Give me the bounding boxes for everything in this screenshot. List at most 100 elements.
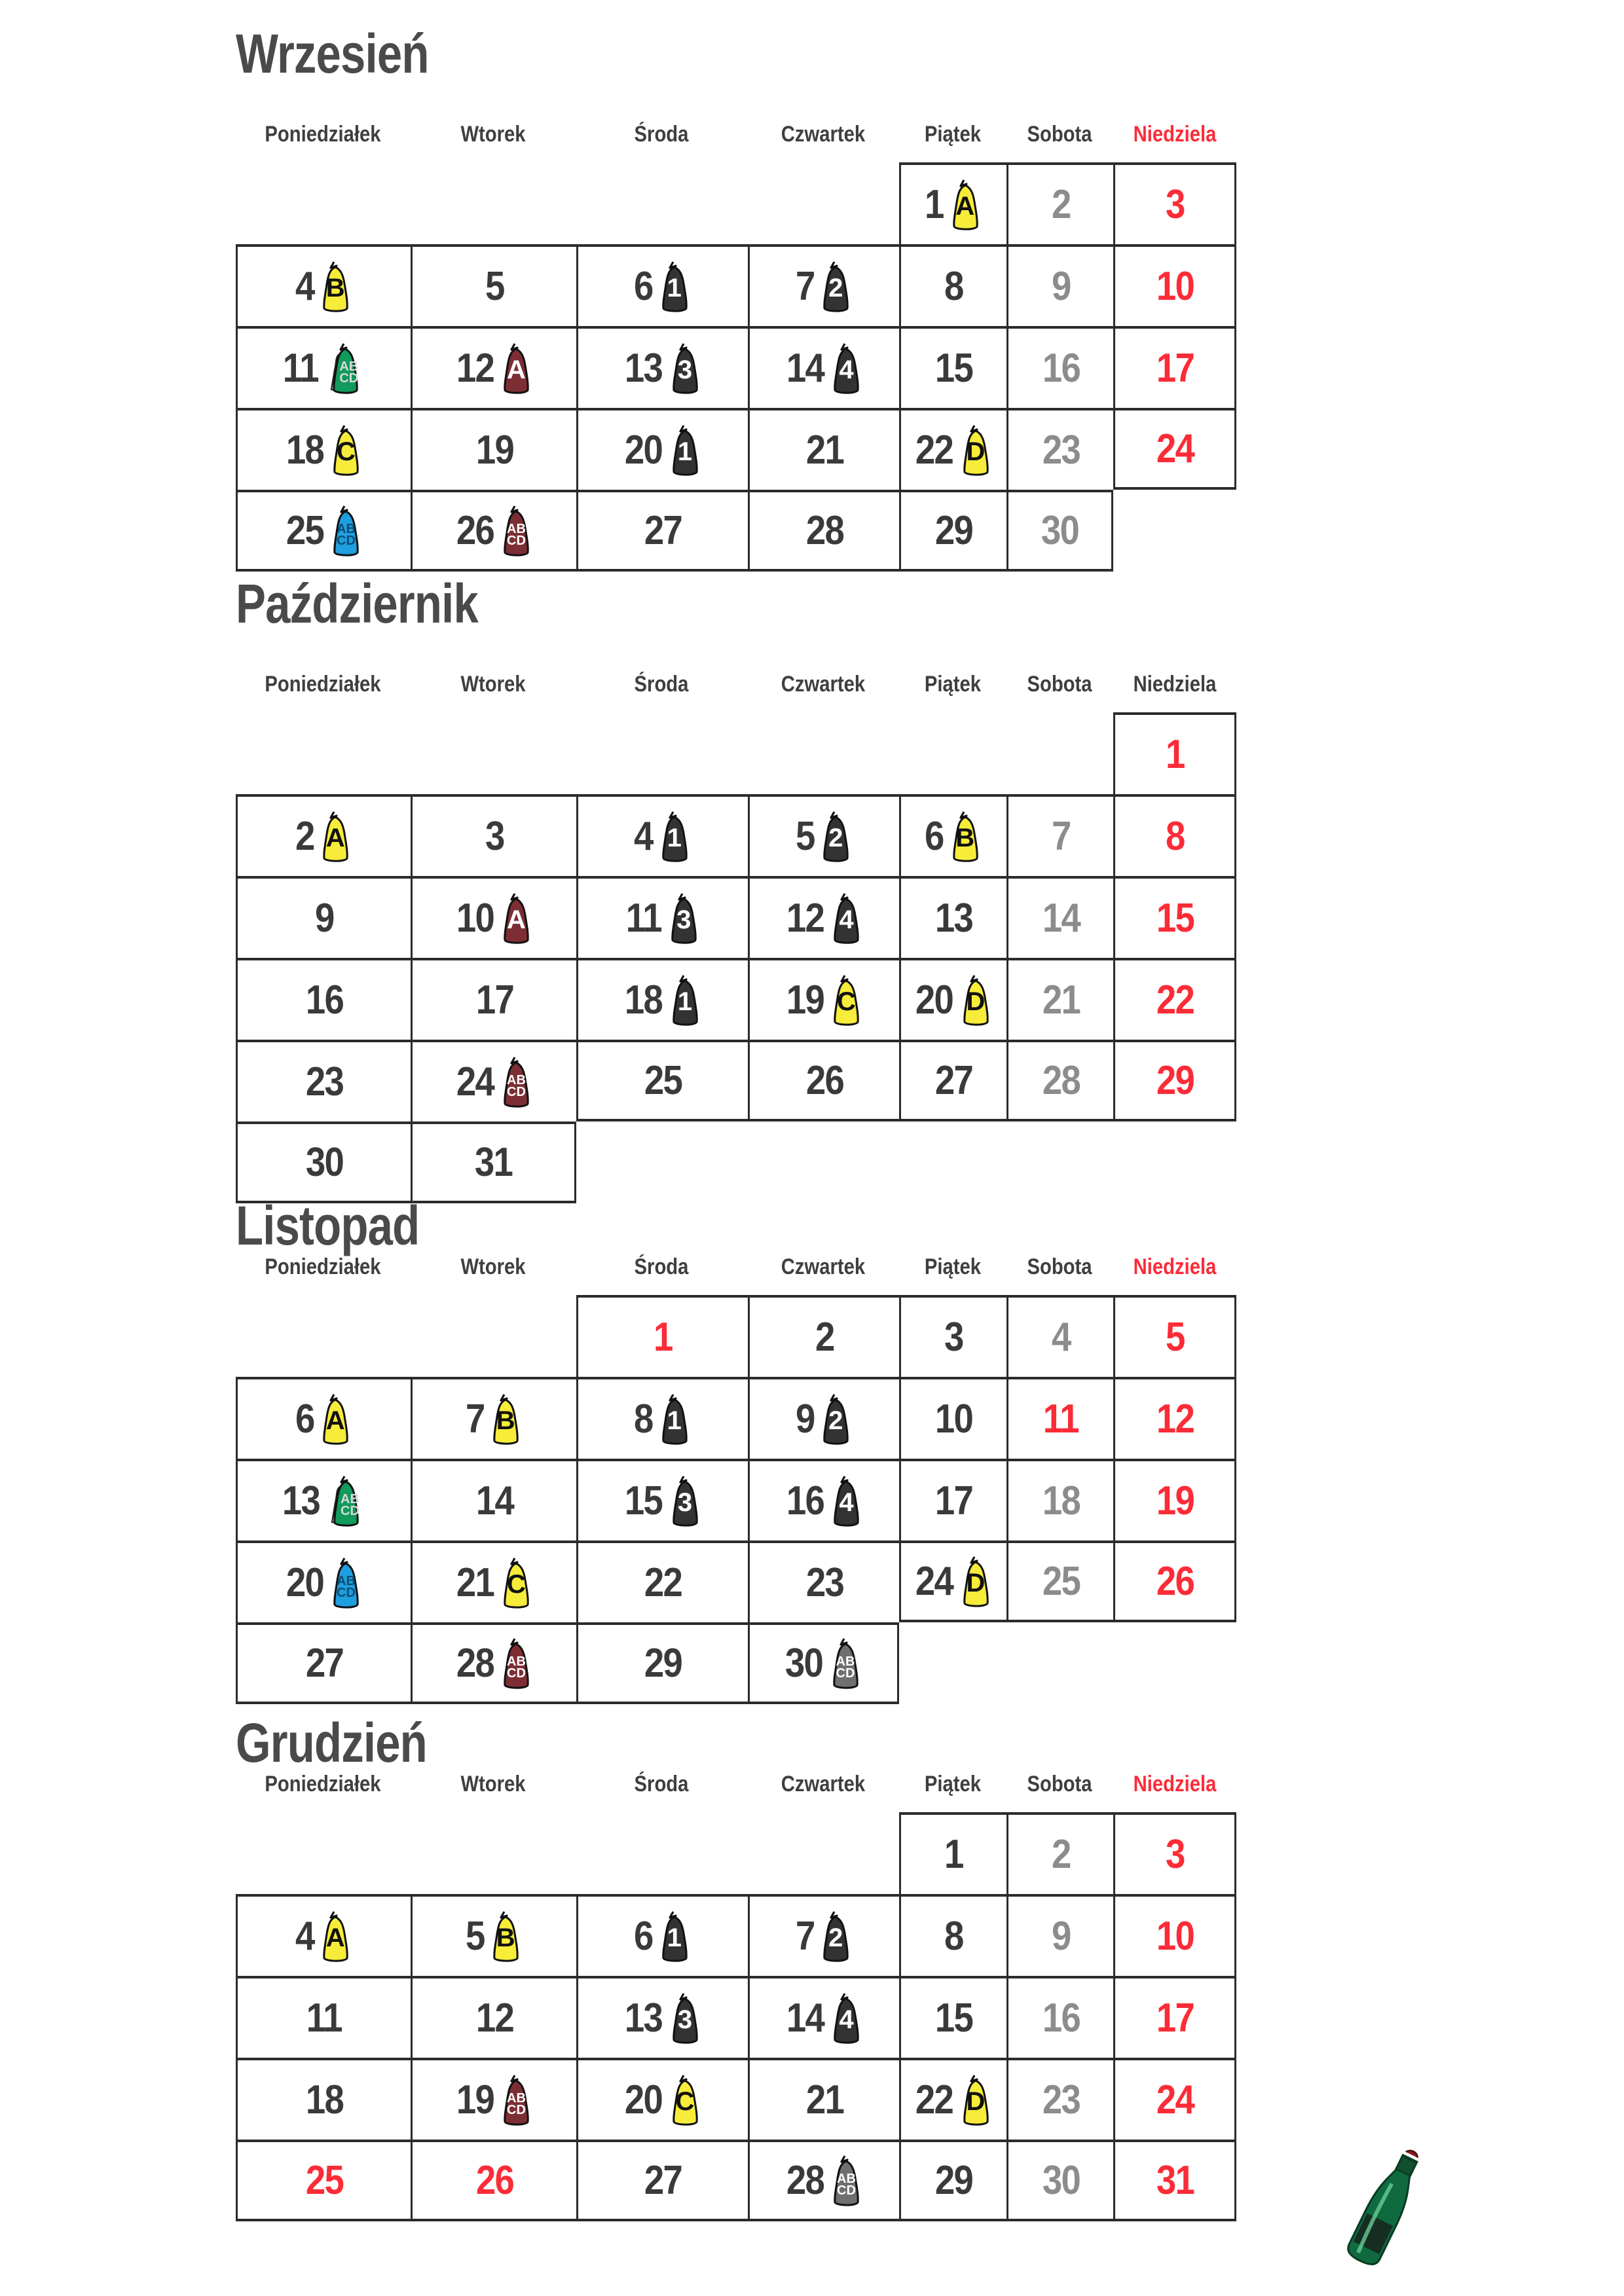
calendar-day-cell[interactable]: 1 A [899, 162, 1006, 244]
calendar-day-cell[interactable]: 18 [236, 2058, 411, 2140]
calendar-day-cell[interactable]: 22 D [899, 2058, 1006, 2140]
calendar-day-cell[interactable]: 10 A [411, 876, 576, 958]
calendar-day-cell[interactable]: 17 [411, 958, 576, 1040]
calendar-day-cell[interactable]: 12 A [411, 326, 576, 408]
calendar-day-cell[interactable]: 7 [1006, 794, 1113, 876]
calendar-day-cell[interactable]: 17 [1113, 326, 1236, 408]
calendar-day-cell[interactable]: 18 1 [576, 958, 748, 1040]
calendar-day-cell[interactable]: 28 AB CD [411, 1622, 576, 1704]
calendar-day-cell[interactable]: 15 3 [576, 1459, 748, 1540]
calendar-day-cell[interactable]: 6 A [236, 1377, 411, 1459]
calendar-day-cell[interactable]: 12 [1113, 1377, 1236, 1459]
calendar-day-cell[interactable]: 25 [576, 1040, 748, 1121]
calendar-day-cell[interactable]: 5 B [411, 1894, 576, 1976]
calendar-day-cell[interactable]: 8 [1113, 794, 1236, 876]
calendar-day-cell[interactable]: 1 [899, 1812, 1006, 1894]
calendar-day-cell[interactable]: 15 [899, 326, 1006, 408]
calendar-day-cell[interactable]: 30 [1006, 490, 1113, 572]
calendar-day-cell[interactable]: 24 [1113, 2058, 1236, 2140]
calendar-day-cell[interactable]: 22 [576, 1540, 748, 1622]
calendar-day-cell[interactable]: 7 2 [748, 244, 899, 326]
calendar-day-cell[interactable]: 4 B [236, 244, 411, 326]
calendar-day-cell[interactable]: 9 [1006, 1894, 1113, 1976]
calendar-day-cell[interactable]: 20 D [899, 958, 1006, 1040]
calendar-day-cell[interactable]: 22 [1113, 958, 1236, 1040]
calendar-day-cell[interactable]: 2 [748, 1295, 899, 1377]
calendar-day-cell[interactable]: 23 [1006, 408, 1113, 490]
calendar-day-cell[interactable]: 12 [411, 1976, 576, 2058]
calendar-day-cell[interactable]: 4 1 [576, 794, 748, 876]
calendar-day-cell[interactable]: 7 2 [748, 1894, 899, 1976]
calendar-day-cell[interactable]: 13 3 [576, 326, 748, 408]
calendar-day-cell[interactable]: 30 [236, 1121, 411, 1203]
calendar-day-cell[interactable]: 20 C [576, 2058, 748, 2140]
calendar-day-cell[interactable]: 16 [236, 958, 411, 1040]
calendar-day-cell[interactable]: 29 [899, 490, 1006, 572]
calendar-day-cell[interactable]: 21 C [411, 1540, 576, 1622]
calendar-day-cell[interactable]: 8 1 [576, 1377, 748, 1459]
calendar-day-cell[interactable]: 27 [899, 1040, 1006, 1121]
calendar-day-cell[interactable]: 14 4 [748, 1976, 899, 2058]
calendar-day-cell[interactable]: 5 [411, 244, 576, 326]
calendar-day-cell[interactable]: 8 [899, 244, 1006, 326]
calendar-day-cell[interactable]: 28 [748, 490, 899, 572]
calendar-day-cell[interactable]: 26 AB CD [411, 490, 576, 572]
calendar-day-cell[interactable]: 11 [1006, 1377, 1113, 1459]
calendar-day-cell[interactable]: 25 [236, 2140, 411, 2221]
calendar-day-cell[interactable]: 16 [1006, 1976, 1113, 2058]
calendar-day-cell[interactable]: 25 [1006, 1540, 1113, 1622]
calendar-day-cell[interactable]: 23 [236, 1040, 411, 1121]
calendar-day-cell[interactable]: 27 [576, 490, 748, 572]
calendar-day-cell[interactable]: 27 [576, 2140, 748, 2221]
calendar-day-cell[interactable]: 19 AB CD [411, 2058, 576, 2140]
calendar-day-cell[interactable]: 28 AB CD [748, 2140, 899, 2221]
calendar-day-cell[interactable]: 11 [236, 1976, 411, 2058]
calendar-day-cell[interactable]: 9 [1006, 244, 1113, 326]
calendar-day-cell[interactable]: 18 C [236, 408, 411, 490]
calendar-day-cell[interactable]: 13 3 [576, 1976, 748, 2058]
calendar-day-cell[interactable]: 12 4 [748, 876, 899, 958]
calendar-day-cell[interactable]: 26 [748, 1040, 899, 1121]
calendar-day-cell[interactable]: 29 [899, 2140, 1006, 2221]
calendar-day-cell[interactable]: 10 [899, 1377, 1006, 1459]
calendar-day-cell[interactable]: 11 AB CD [236, 326, 411, 408]
calendar-day-cell[interactable]: 2 [1006, 1812, 1113, 1894]
calendar-day-cell[interactable]: 30 [1006, 2140, 1113, 2221]
calendar-day-cell[interactable]: 21 [748, 408, 899, 490]
calendar-day-cell[interactable]: 13 [899, 876, 1006, 958]
calendar-day-cell[interactable]: 24 AB CD [411, 1040, 576, 1121]
calendar-day-cell[interactable]: 23 [1006, 2058, 1113, 2140]
calendar-day-cell[interactable]: 26 [411, 2140, 576, 2221]
calendar-day-cell[interactable]: 31 [411, 1121, 576, 1203]
calendar-day-cell[interactable]: 20 AB CD [236, 1540, 411, 1622]
calendar-day-cell[interactable]: 21 [748, 2058, 899, 2140]
calendar-day-cell[interactable]: 27 [236, 1622, 411, 1704]
calendar-day-cell[interactable]: 23 [748, 1540, 899, 1622]
calendar-day-cell[interactable]: 24 [1113, 408, 1236, 490]
calendar-day-cell[interactable]: 19 C [748, 958, 899, 1040]
calendar-day-cell[interactable]: 10 [1113, 244, 1236, 326]
calendar-day-cell[interactable]: 3 [1113, 1812, 1236, 1894]
calendar-day-cell[interactable]: 4 [1006, 1295, 1113, 1377]
calendar-day-cell[interactable]: 19 [1113, 1459, 1236, 1540]
calendar-day-cell[interactable]: 1 [1113, 712, 1236, 794]
calendar-day-cell[interactable]: 14 [411, 1459, 576, 1540]
calendar-day-cell[interactable]: 9 2 [748, 1377, 899, 1459]
calendar-day-cell[interactable]: 6 1 [576, 244, 748, 326]
calendar-day-cell[interactable]: 15 [1113, 876, 1236, 958]
calendar-day-cell[interactable]: 9 [236, 876, 411, 958]
calendar-day-cell[interactable]: 2 [1006, 162, 1113, 244]
calendar-day-cell[interactable]: 13 AB CD [236, 1459, 411, 1540]
calendar-day-cell[interactable]: 21 [1006, 958, 1113, 1040]
calendar-day-cell[interactable]: 5 2 [748, 794, 899, 876]
calendar-day-cell[interactable]: 14 [1006, 876, 1113, 958]
calendar-day-cell[interactable]: 28 [1006, 1040, 1113, 1121]
calendar-day-cell[interactable]: 20 1 [576, 408, 748, 490]
calendar-day-cell[interactable]: 30 AB CD [748, 1622, 899, 1704]
calendar-day-cell[interactable]: 24 D [899, 1540, 1006, 1622]
calendar-day-cell[interactable]: 31 [1113, 2140, 1236, 2221]
calendar-day-cell[interactable]: 11 3 [576, 876, 748, 958]
calendar-day-cell[interactable]: 29 [576, 1622, 748, 1704]
calendar-day-cell[interactable]: 10 [1113, 1894, 1236, 1976]
calendar-day-cell[interactable]: 2 A [236, 794, 411, 876]
